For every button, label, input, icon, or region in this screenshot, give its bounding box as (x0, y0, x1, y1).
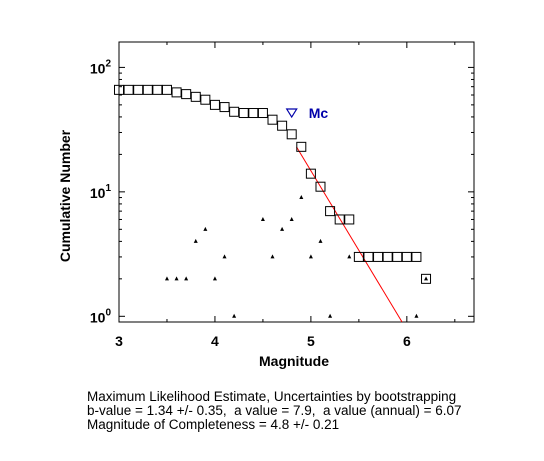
square-point (248, 108, 259, 119)
triangle-point (212, 276, 217, 281)
x-tick-label: 5 (307, 333, 315, 349)
x-tick-label: 6 (403, 333, 411, 349)
square-point (229, 106, 240, 117)
caption-line-2: b-value = 1.34 +/- 0.35, a value = 7.9, … (87, 403, 462, 418)
square-point (200, 94, 211, 105)
square-point (325, 206, 336, 217)
square-point (114, 84, 124, 95)
triangle-point (164, 276, 169, 281)
square-point (392, 251, 403, 262)
square-point (152, 84, 163, 95)
caption-line-1: Maximum Likelihood Estimate, Uncertainti… (87, 389, 457, 404)
y-tick-exponent: 1 (105, 183, 111, 194)
y-tick-exponent: 2 (105, 58, 111, 69)
triangle-point (328, 313, 333, 318)
mc-marker (285, 108, 298, 119)
y-tick-label: 101 (90, 183, 112, 201)
square-point (181, 89, 192, 100)
square-point (286, 129, 297, 140)
triangle-point (424, 276, 429, 281)
plot-frame (118, 41, 475, 323)
caption-line-3: Magnitude of Completeness = 4.8 +/- 0.21 (87, 417, 340, 432)
triangle-point (414, 313, 419, 318)
square-point (401, 251, 412, 262)
y-tick-base: 10 (90, 309, 106, 325)
square-point (363, 251, 374, 262)
square-point (277, 120, 288, 131)
y-tick-exponent: 0 (105, 307, 111, 318)
triangle-point (318, 238, 323, 243)
square-point (334, 214, 345, 225)
triangle-point (308, 254, 313, 259)
triangle-point (203, 226, 208, 231)
square-point (123, 84, 134, 95)
x-axis-label: Magnitude (259, 353, 329, 369)
square-point (421, 273, 432, 284)
x-tick-label: 4 (211, 333, 219, 349)
triangle-point (347, 254, 352, 259)
square-point (305, 168, 316, 179)
square-point (257, 108, 268, 119)
y-tick-base: 10 (90, 185, 106, 201)
square-point (171, 87, 182, 98)
x-tick-label: 3 (115, 333, 123, 349)
square-point (161, 84, 172, 95)
triangle-point (174, 276, 179, 281)
fit-line (296, 146, 403, 323)
square-point (411, 251, 422, 262)
square-point (296, 141, 307, 152)
data-points: Mc (114, 84, 432, 318)
triangle-point (280, 226, 285, 231)
triangle-point (184, 276, 189, 281)
square-point (142, 84, 153, 95)
square-point (344, 214, 355, 225)
square-point (353, 251, 364, 262)
triangle-point (270, 254, 275, 259)
y-axis-label: Cumulative Number (57, 129, 73, 262)
square-point (133, 84, 144, 95)
mc-label: Mc (309, 105, 329, 121)
triangle-point (193, 238, 198, 243)
triangle-point (289, 216, 294, 221)
square-point (190, 91, 201, 102)
square-point (267, 114, 278, 125)
square-point (382, 251, 393, 262)
y-tick-base: 10 (90, 60, 106, 76)
square-point (373, 251, 384, 262)
y-tick-label: 100 (90, 307, 112, 325)
square-point (209, 99, 220, 110)
triangle-point (260, 216, 265, 221)
square-point (238, 108, 249, 119)
square-point (315, 181, 326, 192)
square-point (219, 102, 230, 113)
fit-line-layer (296, 146, 403, 323)
triangle-point (222, 254, 227, 259)
triangle-point (299, 195, 304, 200)
triangle-point (232, 313, 237, 318)
y-tick-label: 102 (90, 58, 112, 76)
